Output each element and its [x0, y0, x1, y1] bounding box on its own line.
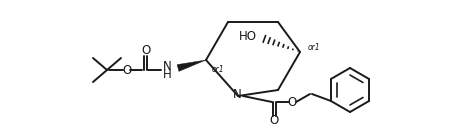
- Text: N: N: [163, 59, 171, 72]
- Text: O: O: [141, 44, 150, 58]
- Text: O: O: [270, 115, 279, 128]
- Text: N: N: [233, 88, 241, 102]
- Text: HO: HO: [239, 30, 257, 43]
- Text: H: H: [163, 67, 171, 80]
- Text: O: O: [122, 63, 131, 76]
- Text: or1: or1: [308, 43, 321, 52]
- Polygon shape: [177, 60, 206, 71]
- Text: or1: or1: [212, 66, 224, 75]
- Text: O: O: [287, 95, 297, 108]
